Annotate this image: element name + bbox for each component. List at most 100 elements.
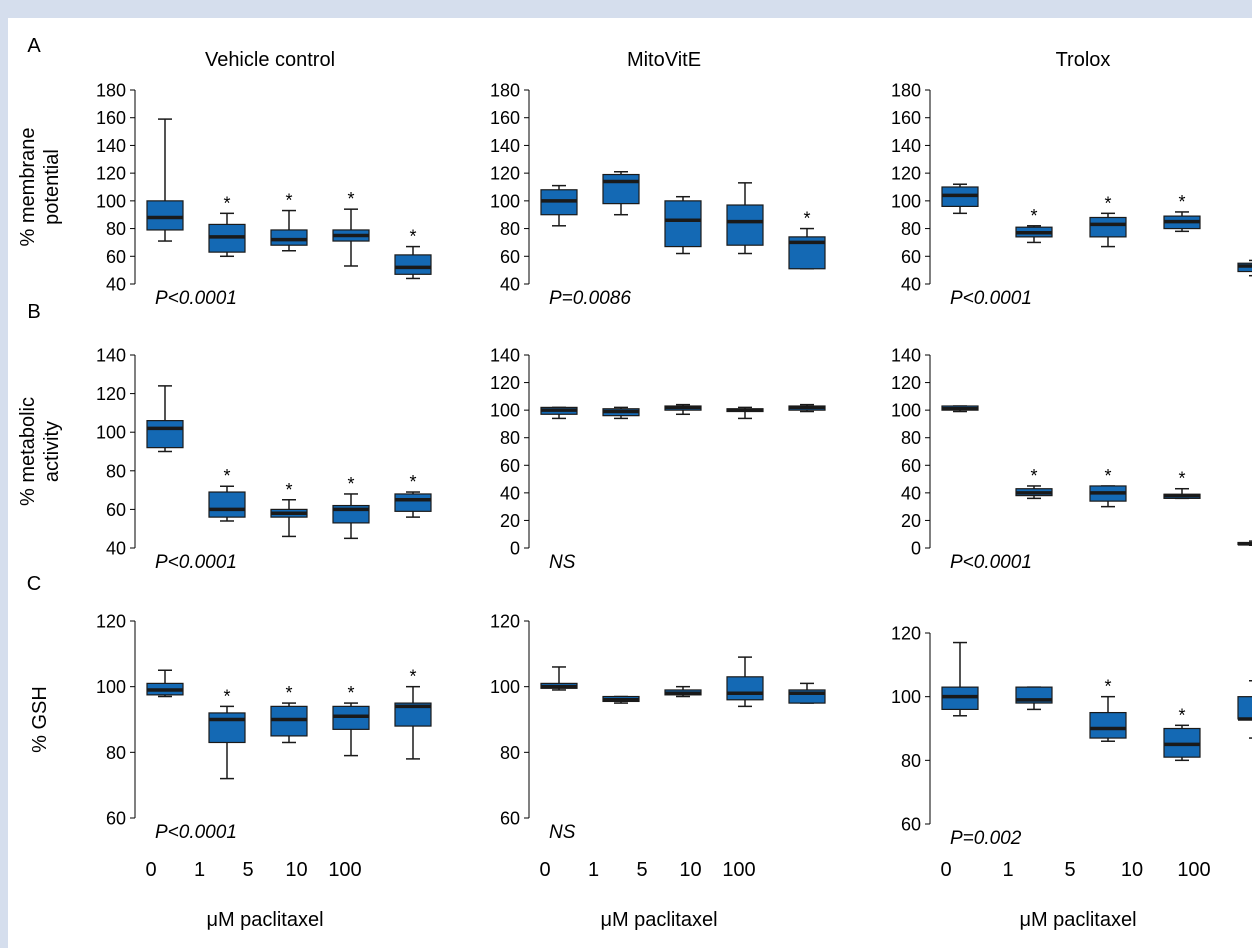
box-1 bbox=[602, 171, 640, 216]
box-0 bbox=[540, 184, 578, 227]
y-tick-label: 100 bbox=[490, 401, 520, 421]
panel-A-1: 40 60 80 100 120 140 160 180 * * * * P<0.0001 bbox=[96, 81, 432, 309]
box-iqr bbox=[270, 229, 308, 246]
box-iqr bbox=[208, 491, 246, 518]
y-tick-label: 120 bbox=[96, 384, 126, 404]
x-tick-label: 0 bbox=[539, 859, 550, 881]
y-tick-label: 120 bbox=[490, 612, 520, 632]
box-100: * bbox=[394, 227, 432, 280]
box-5 bbox=[664, 685, 702, 698]
y-tick-label: 80 bbox=[106, 219, 126, 239]
y-tick-label: 80 bbox=[901, 751, 921, 771]
box-5: * bbox=[1089, 193, 1127, 248]
p-value-label: P<0.0001 bbox=[155, 822, 237, 843]
column-title: Vehicle control bbox=[205, 49, 335, 71]
significance-star: * bbox=[409, 227, 416, 247]
significance-star: * bbox=[285, 480, 292, 500]
x-tick-label: 10 bbox=[1121, 859, 1143, 881]
y-tick-label: 160 bbox=[891, 108, 921, 128]
box-100 bbox=[788, 403, 826, 413]
x-tick-label: 1 bbox=[1002, 859, 1013, 881]
p-value-label: P=0.0086 bbox=[549, 288, 631, 309]
y-tick-label: 140 bbox=[96, 346, 126, 366]
box-iqr bbox=[394, 702, 432, 727]
box-5: * bbox=[270, 480, 308, 538]
p-value-label: P<0.0001 bbox=[950, 552, 1032, 573]
box-0 bbox=[941, 405, 979, 413]
box-0 bbox=[146, 118, 184, 242]
y-tick-label: 100 bbox=[490, 191, 520, 211]
y-tick-label: 100 bbox=[96, 423, 126, 443]
panel-A-3: 40 60 80 100 120 140 160 180 * * * * P<0.0001 bbox=[891, 81, 1252, 309]
p-value-label: P<0.0001 bbox=[155, 552, 237, 573]
p-value-label: NS bbox=[549, 822, 576, 843]
box-iqr bbox=[1237, 696, 1252, 720]
p-value-label: NS bbox=[549, 552, 576, 573]
y-tick-label: 140 bbox=[891, 136, 921, 156]
significance-star: * bbox=[347, 189, 354, 209]
y-tick-label: 80 bbox=[500, 743, 520, 763]
box-iqr bbox=[146, 200, 184, 231]
significance-star: * bbox=[1178, 705, 1185, 725]
y-tick-label: 80 bbox=[106, 743, 126, 763]
row-label: B bbox=[27, 301, 40, 323]
column-title: MitoVitE bbox=[627, 49, 701, 71]
box-0 bbox=[540, 406, 578, 420]
box-iqr bbox=[602, 173, 640, 205]
panel-B-1: 40 60 80 100 120 140 * * * * P<0.0001 bbox=[96, 346, 432, 573]
significance-star: * bbox=[1104, 677, 1111, 697]
y-tick-label: 100 bbox=[96, 191, 126, 211]
box-10: * bbox=[332, 683, 370, 757]
y-tick-label: 180 bbox=[891, 81, 921, 101]
x-tick-label: 5 bbox=[636, 859, 647, 881]
y-tick-label: 120 bbox=[891, 624, 921, 644]
p-value-label: P<0.0001 bbox=[950, 288, 1032, 309]
y-tick-label: 100 bbox=[891, 401, 921, 421]
y-tick-label: 120 bbox=[96, 164, 126, 184]
y-tick-label: 120 bbox=[490, 373, 520, 393]
significance-star: * bbox=[803, 209, 810, 229]
box-100 bbox=[1237, 680, 1252, 739]
y-axis-title: potential bbox=[41, 149, 63, 225]
y-tick-label: 120 bbox=[891, 373, 921, 393]
x-tick-label: 1 bbox=[588, 859, 599, 881]
box-iqr bbox=[208, 712, 246, 744]
box-10 bbox=[726, 656, 764, 708]
box-100: * bbox=[394, 472, 432, 518]
significance-star: * bbox=[285, 683, 292, 703]
box-5: * bbox=[1089, 466, 1127, 508]
box-5 bbox=[664, 403, 702, 416]
y-tick-label: 140 bbox=[490, 136, 520, 156]
box-1 bbox=[602, 406, 640, 420]
box-5: * bbox=[1089, 677, 1127, 742]
box-iqr bbox=[394, 254, 432, 275]
y-tick-label: 80 bbox=[901, 428, 921, 448]
panel-A-2: 40 60 80 100 120 140 160 180 * P=0.0086 bbox=[490, 81, 826, 309]
y-tick-label: 120 bbox=[891, 164, 921, 184]
box-1 bbox=[1015, 686, 1053, 711]
p-value-label: P=0.002 bbox=[950, 828, 1022, 849]
y-tick-label: 40 bbox=[500, 483, 520, 503]
y-tick-label: 0 bbox=[911, 539, 921, 559]
figure-panel: Vehicle control MitoVitE Trolox A % membrane… bbox=[8, 18, 1252, 948]
x-tick-label: 0 bbox=[145, 859, 156, 881]
y-tick-label: 0 bbox=[510, 539, 520, 559]
box-iqr bbox=[146, 420, 184, 449]
x-tick-label: 10 bbox=[679, 859, 701, 881]
y-tick-label: 20 bbox=[500, 511, 520, 531]
y-axis-title: % metabolic bbox=[17, 397, 39, 506]
box-1: * bbox=[1015, 206, 1053, 244]
box-10: * bbox=[1163, 705, 1201, 762]
y-tick-label: 60 bbox=[901, 247, 921, 267]
y-tick-label: 120 bbox=[490, 164, 520, 184]
y-tick-label: 180 bbox=[96, 81, 126, 101]
x-tick-label: 100 bbox=[328, 859, 361, 881]
y-tick-label: 40 bbox=[106, 275, 126, 295]
y-tick-label: 60 bbox=[500, 456, 520, 476]
y-tick-label: 100 bbox=[891, 191, 921, 211]
box-10 bbox=[726, 406, 764, 420]
box-100: * bbox=[788, 209, 826, 270]
box-1: * bbox=[208, 686, 246, 780]
panel-C-1: 60 80 100 120 * * * * P<0.0001 0 1 5 10 100 μM paclita… bbox=[96, 612, 432, 931]
x-tick-label: 5 bbox=[242, 859, 253, 881]
